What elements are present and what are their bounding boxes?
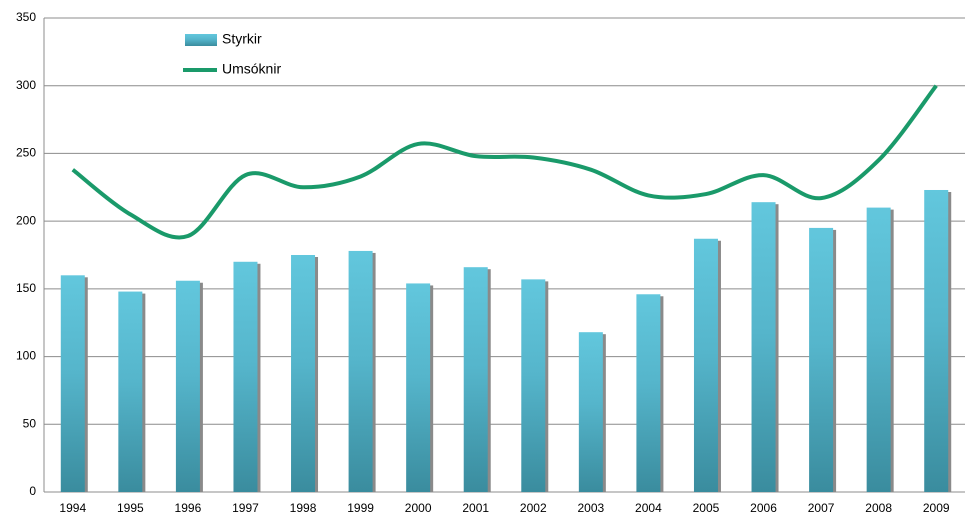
legend-label: Styrkir [222, 31, 262, 47]
legend-label: Umsóknir [222, 61, 281, 77]
y-tick-label: 300 [16, 78, 36, 92]
x-tick-label: 2007 [808, 501, 835, 515]
bar [291, 255, 316, 492]
x-tick-label: 1998 [290, 501, 317, 515]
x-tick-label: 2005 [693, 501, 720, 515]
bar [175, 280, 200, 492]
x-tick-label: 1994 [59, 501, 86, 515]
x-tick-label: 1995 [117, 501, 144, 515]
x-tick-label: 2002 [520, 501, 547, 515]
x-tick-label: 1999 [347, 501, 374, 515]
bar [809, 227, 834, 492]
bar [751, 202, 776, 492]
bar [60, 275, 85, 492]
bar [348, 250, 373, 492]
x-tick-label: 2006 [750, 501, 777, 515]
bar [866, 207, 891, 492]
bar [924, 189, 949, 492]
y-tick-label: 350 [16, 10, 36, 24]
x-tick-label: 1996 [175, 501, 202, 515]
y-tick-label: 0 [29, 484, 36, 498]
x-tick-label: 2001 [462, 501, 489, 515]
x-tick-label: 2008 [865, 501, 892, 515]
bar [463, 267, 488, 492]
bar [693, 238, 718, 492]
y-tick-label: 250 [16, 146, 36, 160]
bar [118, 291, 143, 492]
x-tick-label: 2004 [635, 501, 662, 515]
bar [521, 279, 546, 492]
legend-swatch [185, 34, 217, 46]
bar [406, 283, 431, 492]
bar [636, 294, 661, 492]
x-tick-label: 2003 [577, 501, 604, 515]
y-tick-label: 50 [23, 416, 37, 430]
bar [578, 332, 603, 492]
y-tick-label: 200 [16, 213, 36, 227]
x-tick-label: 1997 [232, 501, 259, 515]
bar [233, 261, 258, 492]
y-tick-label: 150 [16, 281, 36, 295]
y-tick-label: 100 [16, 349, 36, 363]
x-tick-label: 2000 [405, 501, 432, 515]
line [71, 84, 938, 240]
x-tick-label: 2009 [923, 501, 950, 515]
